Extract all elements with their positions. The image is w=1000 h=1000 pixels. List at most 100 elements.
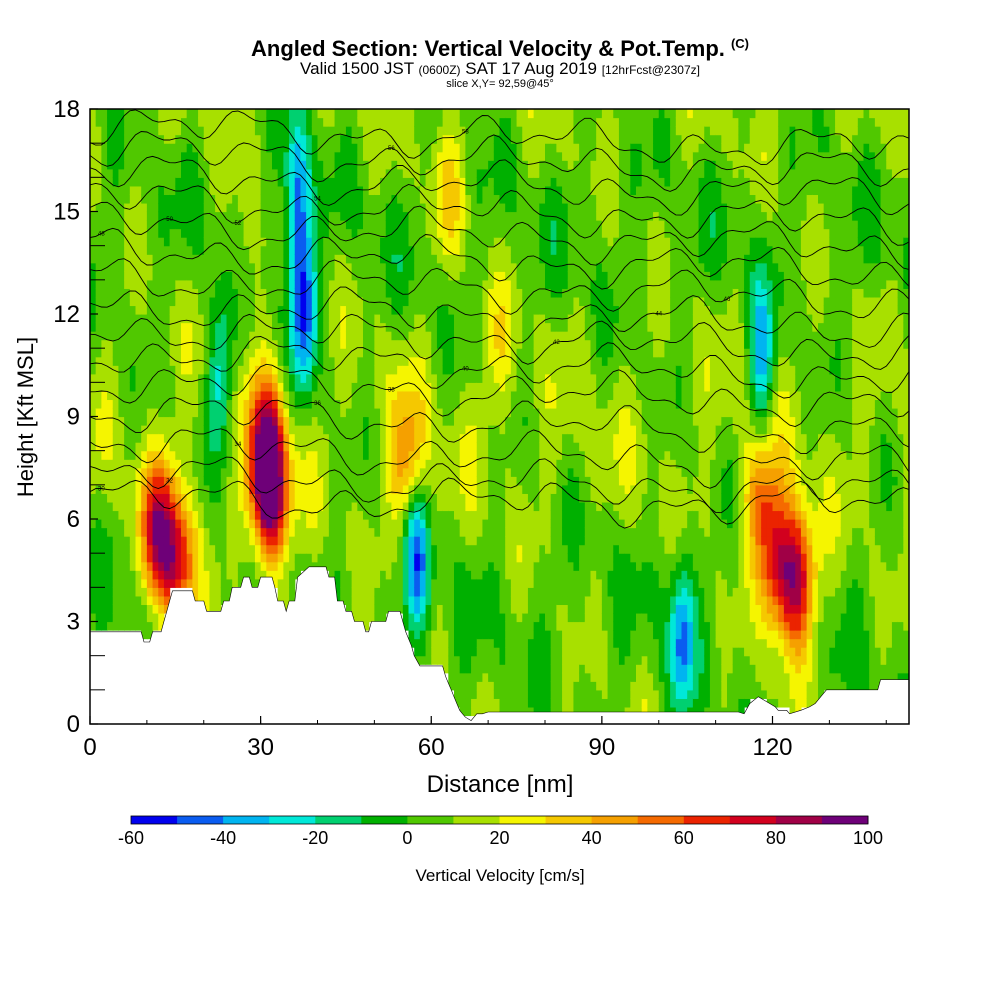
field-cell — [488, 177, 495, 187]
field-cell — [209, 254, 216, 264]
field-cell — [459, 271, 466, 281]
field-cell — [397, 442, 404, 452]
field-cell — [300, 151, 307, 161]
field-cell — [328, 348, 336, 358]
field-cell — [351, 519, 358, 529]
field-cell — [163, 365, 171, 375]
field-cell — [317, 151, 324, 161]
field-cell — [527, 655, 535, 665]
field-cell — [414, 578, 421, 588]
field-cell — [135, 288, 142, 298]
field-cell — [465, 390, 472, 401]
field-cell — [454, 570, 461, 580]
field-cell — [505, 621, 512, 631]
field-cell — [442, 570, 449, 580]
field-cell — [254, 220, 262, 230]
field-cell — [107, 399, 114, 409]
field-cell — [334, 467, 341, 477]
field-cell — [448, 578, 455, 588]
field-cell — [323, 211, 330, 221]
field-cell — [266, 177, 273, 187]
field-cell — [243, 527, 250, 537]
field-cell — [254, 527, 262, 537]
field-cell — [192, 595, 199, 606]
field-cell — [493, 664, 501, 674]
field-cell — [306, 126, 313, 136]
field-cell — [95, 407, 102, 418]
field-cell — [254, 390, 262, 401]
field-cell — [272, 365, 279, 375]
field-cell — [289, 220, 296, 230]
field-cell — [414, 177, 421, 187]
field-cell — [266, 356, 273, 366]
field-cell — [380, 177, 387, 187]
field-cell — [249, 467, 256, 477]
field-cell — [118, 109, 125, 119]
field-cell — [272, 553, 279, 563]
field-cell — [482, 407, 489, 418]
field-cell — [454, 194, 461, 204]
field-cell — [527, 450, 535, 460]
field-cell — [141, 262, 148, 272]
field-cell — [198, 296, 205, 307]
field-cell — [436, 647, 444, 657]
field-cell — [152, 314, 159, 324]
field-cell — [192, 587, 199, 597]
field-cell — [454, 322, 461, 332]
field-cell — [402, 220, 410, 230]
field-cell — [368, 604, 375, 614]
field-cell — [192, 501, 199, 512]
field-cell — [499, 638, 506, 648]
field-cell — [516, 476, 523, 486]
field-cell — [465, 655, 472, 665]
field-cell — [101, 595, 108, 606]
field-cell — [454, 553, 461, 563]
field-cell — [237, 168, 245, 178]
field-cell — [311, 254, 319, 264]
field-cell — [192, 390, 199, 401]
field-cell — [527, 561, 535, 571]
field-cell — [311, 194, 319, 204]
field-cell — [232, 211, 239, 221]
field-cell — [408, 553, 415, 563]
field-cell — [289, 109, 296, 119]
field-cell — [181, 322, 188, 332]
field-cell — [505, 390, 512, 401]
field-cell — [152, 356, 159, 366]
field-cell — [488, 459, 495, 469]
field-cell — [95, 314, 102, 324]
field-cell — [516, 314, 523, 324]
field-cell — [499, 536, 506, 546]
field-cell — [363, 339, 370, 349]
field-cell — [232, 348, 239, 358]
field-cell — [471, 681, 478, 691]
field-cell — [112, 501, 120, 512]
field-cell — [260, 561, 267, 571]
field-cell — [249, 390, 256, 401]
field-cell — [146, 544, 154, 554]
field-cell — [482, 672, 489, 682]
field-cell — [90, 536, 97, 546]
field-cell — [351, 126, 358, 136]
field-cell — [499, 373, 506, 383]
field-cell — [124, 544, 131, 554]
field-cell — [101, 612, 108, 623]
field-cell — [510, 561, 518, 571]
field-cell — [169, 519, 176, 529]
field-cell — [215, 339, 222, 349]
field-cell — [129, 356, 137, 366]
field-cell — [505, 416, 512, 426]
field-cell — [522, 314, 529, 324]
field-cell — [488, 407, 495, 418]
field-cell — [300, 134, 307, 144]
field-cell — [493, 348, 501, 358]
field-cell — [527, 288, 535, 298]
field-cell — [328, 254, 336, 264]
field-cell — [220, 390, 228, 401]
field-cell — [522, 288, 529, 298]
field-cell — [345, 561, 353, 571]
field-cell — [90, 467, 97, 477]
field-cell — [169, 561, 176, 571]
field-cell — [448, 365, 455, 375]
field-cell — [516, 339, 523, 349]
